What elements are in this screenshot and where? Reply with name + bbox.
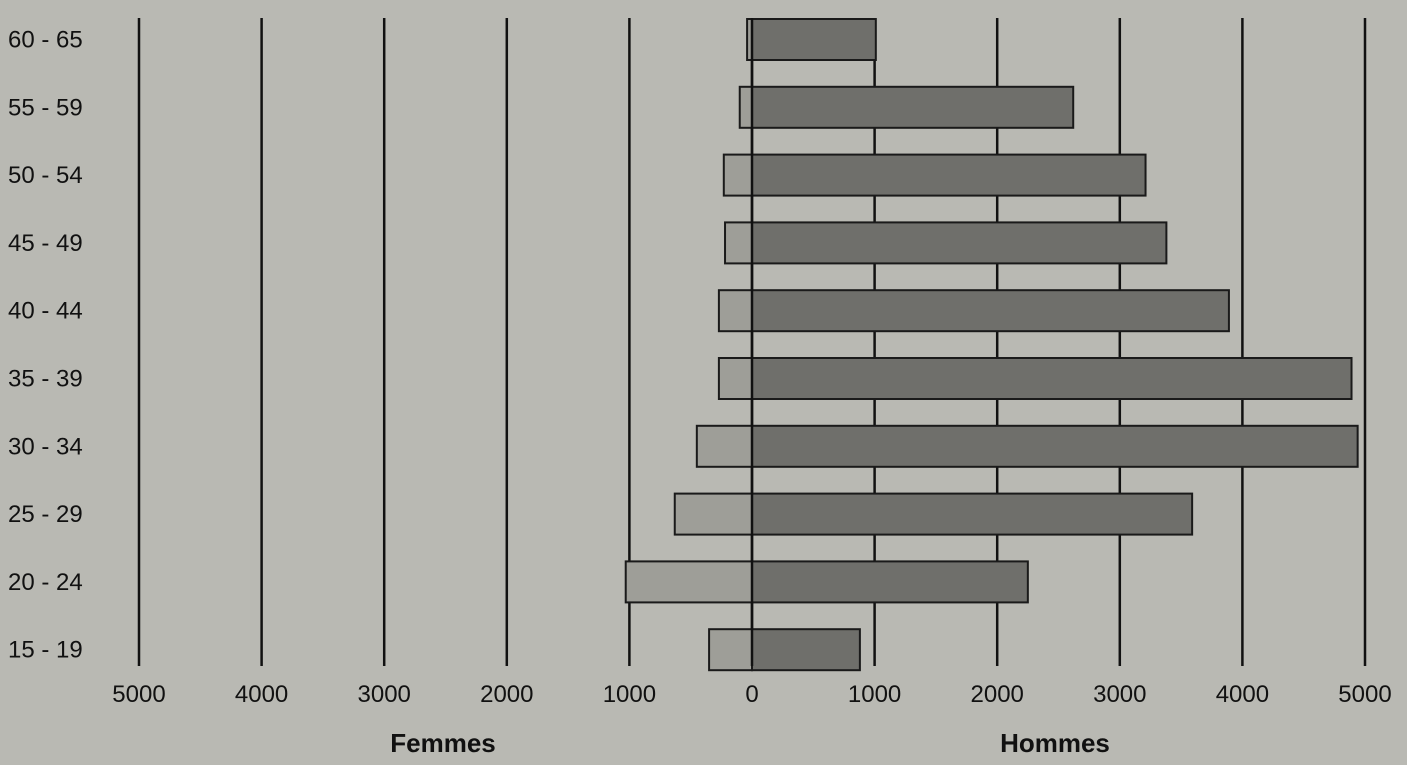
category-label: 30 - 34 [8, 433, 83, 460]
category-label: 20 - 24 [8, 569, 83, 596]
bar-femmes [738, 85, 753, 129]
tick-label: 3000 [1093, 681, 1146, 708]
category-label: 55 - 59 [8, 94, 83, 121]
bar-femmes [673, 492, 754, 536]
category-label: 60 - 65 [8, 27, 83, 54]
tick-label: 2000 [971, 681, 1024, 708]
tick-labels: 5000 4000 3000 2000 1000 0 1000 2000 3000 4000 500… [112, 681, 1391, 708]
bar-femmes [708, 628, 754, 672]
bar-hommes [751, 628, 861, 672]
bar-hommes [751, 18, 877, 61]
tick-label: 1000 [603, 681, 656, 708]
bar-femmes [722, 153, 754, 197]
category-label: 25 - 29 [8, 501, 83, 528]
category-label: 15 - 19 [8, 637, 83, 664]
category-label: 40 - 44 [8, 298, 83, 325]
bar-hommes [751, 492, 1194, 536]
tick-label: 4000 [1216, 681, 1269, 708]
category-label: 45 - 49 [8, 230, 83, 257]
bar-hommes [751, 85, 1075, 129]
xlabel-femmes: Femmes [390, 728, 496, 758]
xlabel-hommes: Hommes [1000, 728, 1110, 758]
category-label: 35 - 39 [8, 366, 83, 393]
bar-hommes [751, 153, 1147, 197]
bar-hommes [751, 221, 1168, 265]
bar-femmes [695, 424, 754, 468]
bars [624, 18, 1359, 672]
category-label: 50 - 54 [8, 162, 83, 189]
bar-femmes [717, 357, 754, 400]
tick-label: 2000 [480, 681, 533, 708]
tick-label: 0 [745, 681, 758, 708]
tick-label: 5000 [112, 681, 165, 708]
tick-label: 3000 [358, 681, 411, 708]
bar-hommes [751, 289, 1230, 333]
bar-hommes [751, 424, 1359, 468]
tick-label: 5000 [1338, 681, 1391, 708]
bar-hommes [751, 357, 1353, 400]
bar-femmes [624, 560, 753, 604]
bar-femmes [717, 289, 754, 333]
bar-hommes [751, 560, 1029, 604]
tick-label: 4000 [235, 681, 288, 708]
category-labels: 60 - 65 55 - 59 50 - 54 45 - 49 40 - 44 35 - … [8, 27, 83, 664]
tick-label: 1000 [848, 681, 901, 708]
bar-femmes [724, 221, 754, 265]
